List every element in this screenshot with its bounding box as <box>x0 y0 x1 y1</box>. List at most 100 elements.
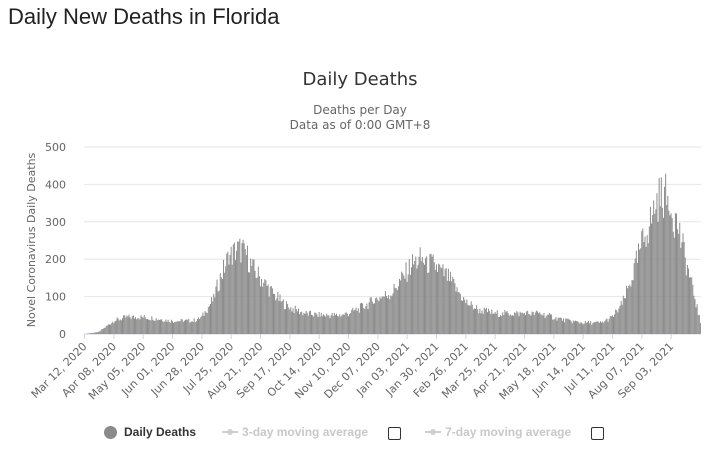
bar <box>120 320 122 334</box>
3-day-average-checkbox[interactable] <box>388 427 402 440</box>
bar <box>589 323 591 334</box>
bar <box>695 307 697 334</box>
bar <box>202 312 204 334</box>
bar <box>104 327 106 334</box>
bar <box>404 278 406 334</box>
bar <box>353 310 355 334</box>
7-day-average-checkbox[interactable] <box>591 427 605 440</box>
bar <box>473 308 475 334</box>
bar <box>552 319 554 334</box>
bar <box>363 307 365 334</box>
bar <box>557 317 559 334</box>
bar <box>647 243 649 334</box>
bar <box>300 312 302 334</box>
bar <box>534 312 536 334</box>
bar <box>320 312 322 334</box>
bar <box>618 308 620 334</box>
bar <box>316 314 318 334</box>
bar <box>400 280 402 334</box>
bar <box>379 297 381 334</box>
bar <box>304 313 306 334</box>
bar <box>369 297 371 334</box>
bar <box>164 321 166 334</box>
bar <box>183 320 185 334</box>
bar <box>148 319 150 334</box>
bar <box>621 304 623 334</box>
bar <box>302 315 304 334</box>
bar <box>681 242 683 334</box>
bar <box>494 312 496 334</box>
bar <box>689 277 691 334</box>
bar <box>590 321 592 334</box>
bar <box>307 315 309 334</box>
bar <box>388 295 390 334</box>
bar <box>322 314 324 334</box>
bar <box>598 322 600 334</box>
bar <box>470 301 472 334</box>
bar <box>90 333 92 334</box>
bar <box>135 317 137 334</box>
bar <box>615 309 617 334</box>
y-tick-label: 200 <box>45 253 66 266</box>
bar <box>370 297 372 334</box>
bar <box>180 318 182 334</box>
bar <box>595 321 597 334</box>
bar <box>441 268 443 334</box>
bar <box>244 249 246 334</box>
bar <box>603 322 605 334</box>
bar <box>482 313 484 334</box>
bar <box>399 278 400 334</box>
bar <box>329 318 331 334</box>
bar <box>496 310 498 334</box>
bar <box>291 311 293 334</box>
bar <box>518 316 520 334</box>
bar <box>106 325 108 334</box>
bar <box>654 213 656 334</box>
bar <box>599 321 601 334</box>
bar <box>445 268 447 334</box>
bar <box>656 193 658 334</box>
bar <box>176 321 178 334</box>
bar <box>289 309 291 334</box>
bar <box>502 312 504 334</box>
bar <box>187 319 189 334</box>
bar <box>560 317 562 334</box>
bar <box>340 316 342 334</box>
bar <box>262 286 264 334</box>
bar <box>644 236 646 334</box>
bar <box>100 330 102 334</box>
bar <box>273 293 274 334</box>
bar <box>124 315 126 334</box>
bar <box>652 215 654 334</box>
bar <box>258 276 260 334</box>
bar <box>374 303 376 334</box>
bar <box>169 322 171 334</box>
bar <box>203 315 205 334</box>
legend-item-7-day-average[interactable]: 7-day moving average <box>425 425 571 439</box>
bar <box>515 313 517 334</box>
bar <box>395 288 397 334</box>
y-tick-label: 0 <box>59 328 66 341</box>
bar <box>648 226 650 334</box>
bar <box>584 320 586 334</box>
bar <box>175 321 177 334</box>
bar <box>263 282 265 334</box>
bar <box>271 288 273 334</box>
bar <box>186 319 188 334</box>
bar <box>279 294 281 334</box>
bar <box>424 264 425 334</box>
bar <box>158 319 160 334</box>
bar <box>196 319 198 334</box>
legend-label: Daily Deaths <box>124 425 197 439</box>
bar <box>216 279 218 334</box>
bar <box>613 317 614 334</box>
bar <box>192 322 194 334</box>
legend-item-3-day-average[interactable]: 3-day moving average <box>222 425 368 439</box>
bar <box>265 280 267 334</box>
bar <box>225 266 227 334</box>
page-title: Daily New Deaths in Florida <box>8 4 280 29</box>
bar <box>318 311 320 334</box>
y-axis-ticks: 0 100 200 300 400 500 <box>45 141 66 341</box>
legend-item-daily-deaths[interactable]: Daily Deaths <box>104 425 196 439</box>
